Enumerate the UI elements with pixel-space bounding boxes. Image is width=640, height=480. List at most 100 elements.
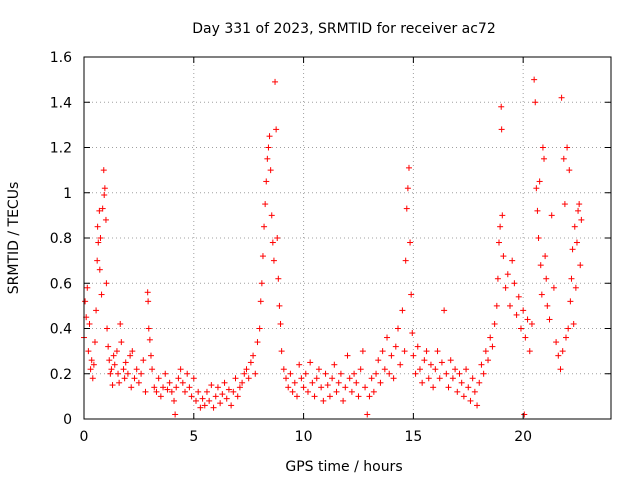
data-point — [564, 144, 571, 151]
data-point — [342, 384, 349, 391]
data-point — [538, 291, 545, 298]
chart-title: Day 331 of 2023, SRMTID for receiver ac7… — [192, 21, 496, 37]
data-point — [121, 375, 128, 382]
x-axis-label: GPS time / hours — [285, 459, 402, 475]
x-tick-label: 5 — [189, 429, 198, 445]
data-point — [555, 352, 562, 359]
data-point — [487, 334, 494, 341]
data-point — [567, 298, 574, 305]
data-point — [578, 216, 585, 223]
data-point — [489, 343, 496, 350]
data-point — [128, 384, 135, 391]
data-point — [108, 366, 115, 373]
data-point — [129, 348, 136, 355]
data-point — [480, 370, 487, 377]
data-point — [386, 370, 393, 377]
data-point — [203, 388, 210, 395]
data-point — [405, 164, 412, 171]
data-point — [390, 375, 397, 382]
data-point — [118, 339, 125, 346]
data-point — [109, 382, 116, 389]
data-point — [145, 325, 152, 332]
data-point — [104, 325, 111, 332]
data-point — [115, 370, 122, 377]
data-point — [274, 235, 281, 241]
data-point — [117, 320, 124, 327]
data-point — [135, 379, 142, 386]
data-point — [188, 393, 195, 400]
y-tick-label: 0.2 — [50, 367, 72, 383]
data-point — [427, 361, 434, 368]
data-point — [245, 375, 252, 382]
data-point — [110, 352, 117, 359]
data-point — [476, 379, 483, 386]
plot-frame — [83, 56, 612, 420]
data-point — [535, 235, 542, 241]
data-point — [95, 239, 102, 246]
data-point — [236, 384, 243, 391]
data-point — [122, 359, 129, 366]
data-point — [340, 397, 347, 404]
data-point — [465, 384, 472, 391]
data-point — [569, 246, 576, 253]
data-point — [96, 266, 103, 273]
data-point — [313, 375, 320, 382]
data-point — [210, 404, 217, 411]
data-point — [498, 103, 505, 110]
data-point — [388, 352, 395, 359]
data-point — [570, 320, 577, 327]
data-point — [409, 330, 416, 337]
data-point — [491, 320, 498, 327]
data-point — [454, 388, 461, 395]
data-point — [452, 366, 459, 373]
x-tick-label: 15 — [404, 429, 422, 445]
data-point — [103, 280, 110, 287]
data-point — [359, 348, 366, 355]
data-point — [482, 348, 489, 355]
data-point — [101, 185, 108, 192]
data-point — [357, 366, 364, 373]
data-point — [291, 379, 298, 386]
data-point — [441, 307, 448, 314]
data-point — [219, 391, 226, 398]
data-point — [96, 207, 103, 214]
data-point — [526, 348, 533, 355]
data-point — [541, 155, 548, 162]
data-point — [521, 411, 528, 418]
data-point — [553, 339, 560, 346]
data-point — [557, 366, 564, 373]
data-point — [320, 397, 327, 404]
data-point — [186, 384, 193, 391]
data-point — [153, 388, 160, 395]
data-point — [401, 348, 408, 355]
data-point — [138, 370, 145, 377]
data-point — [252, 370, 259, 377]
data-point — [463, 366, 470, 373]
data-point — [537, 262, 544, 269]
data-point — [85, 348, 92, 355]
data-point — [217, 400, 224, 407]
data-point — [500, 253, 507, 260]
data-point — [101, 192, 108, 199]
data-point — [368, 375, 375, 382]
data-point — [506, 302, 513, 309]
data-point — [269, 239, 276, 246]
data-point — [164, 386, 171, 393]
data-point — [197, 404, 204, 411]
data-point — [324, 382, 331, 389]
data-point — [335, 379, 342, 386]
data-point — [184, 370, 191, 377]
data-point — [179, 379, 186, 386]
data-point — [100, 167, 107, 174]
data-point — [493, 302, 500, 309]
data-point — [177, 366, 184, 373]
data-point — [149, 366, 156, 373]
data-point — [166, 379, 173, 386]
y-tick-label: 1.2 — [50, 141, 72, 157]
data-point — [381, 366, 388, 373]
data-point — [168, 388, 175, 395]
data-point — [88, 357, 95, 364]
data-point — [201, 402, 208, 409]
data-point — [304, 388, 311, 395]
